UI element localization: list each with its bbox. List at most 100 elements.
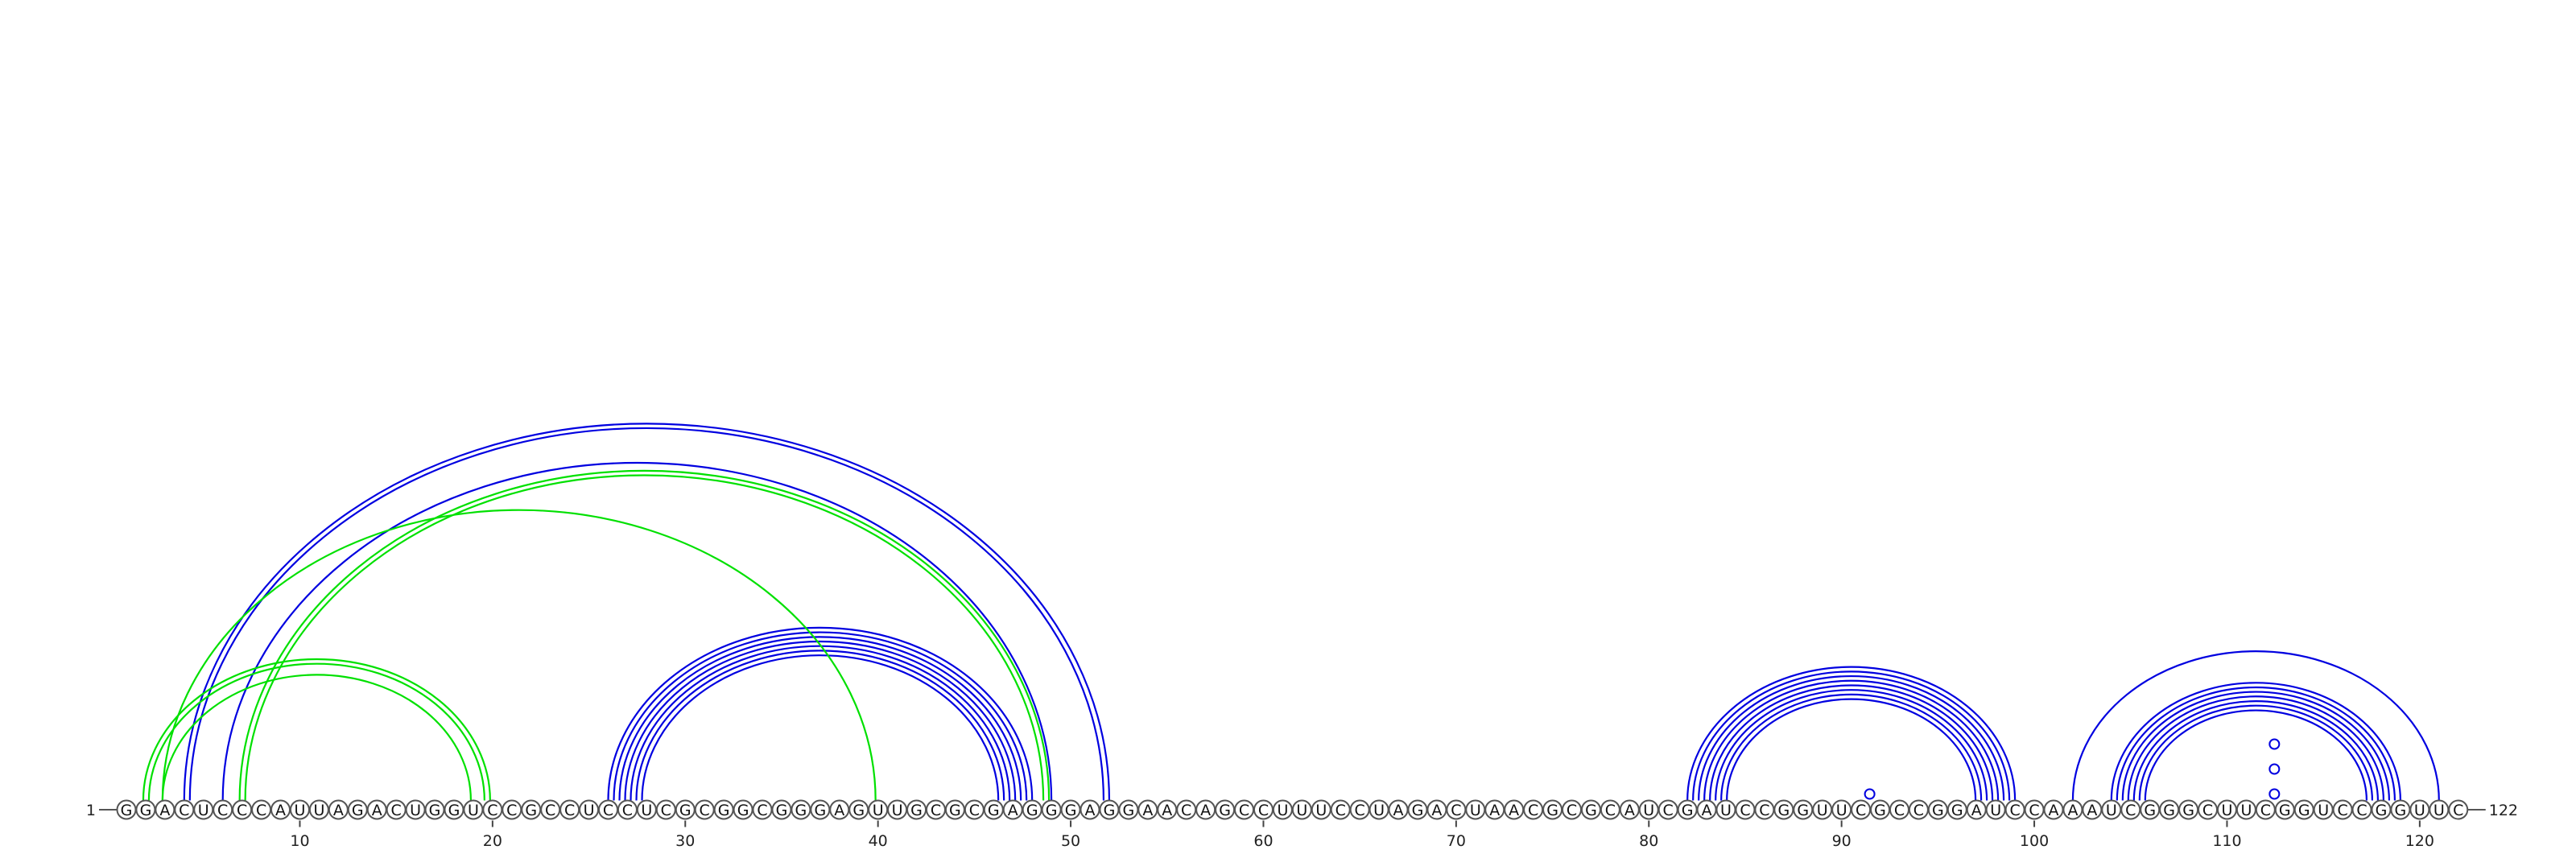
nucleotide-letter: C [545, 802, 555, 819]
nucleotide: U [2101, 799, 2122, 820]
loop-marker [2268, 788, 2281, 800]
nucleotide-letter: C [1605, 802, 1616, 819]
nucleotide-letter: U [294, 802, 305, 819]
nucleotide-letter: C [1181, 802, 1191, 819]
nucleotide-letter: C [931, 802, 941, 819]
nucleotide-letter: A [1624, 802, 1635, 819]
nucleotide-letter: A [372, 802, 382, 819]
base-pair-arc [1698, 674, 2005, 801]
nucleotide-letter: G [352, 802, 364, 819]
base-pair-arc [1692, 670, 2011, 801]
nucleotide: U [2429, 799, 2450, 820]
base-pair-arc [624, 640, 1017, 801]
nucleotide-letter: G [795, 802, 807, 819]
axis-tick-label: 50 [1061, 832, 1080, 850]
nucleotide-letter: C [1258, 802, 1269, 819]
nucleotide: G [1677, 799, 1698, 820]
nucleotide-letter: C [1740, 802, 1750, 819]
nucleotide-letter: A [1431, 802, 1442, 819]
base-pair-arc [238, 469, 1051, 801]
nucleotide: A [1002, 799, 1023, 820]
axis-tick-label: 120 [2405, 832, 2434, 850]
nucleotide: C [502, 799, 522, 820]
nucleotide-letter: A [1162, 802, 1172, 819]
loop-marker [2268, 738, 2281, 750]
nucleotide: G [2178, 799, 2199, 820]
nucleotide: C [1330, 799, 1351, 820]
nucleotide: U [1368, 799, 1389, 820]
nucleotide-letter: C [179, 802, 189, 819]
nucleotide-letter: U [892, 802, 903, 819]
nucleotide: U [579, 799, 600, 820]
nucleotide-letter: U [584, 802, 595, 819]
nucleotide: C [2255, 799, 2276, 820]
base-pair-arc [2121, 691, 2391, 801]
loop-markers [1864, 738, 2281, 800]
nucleotide: U [2235, 799, 2256, 820]
nucleotide: G [1099, 799, 1120, 820]
nucleotide: U [193, 799, 214, 820]
nucleotide: A [366, 799, 387, 820]
nucleotide-letter: C [1913, 802, 1924, 819]
nucleotide: C [752, 799, 773, 820]
nucleotide: C [213, 799, 233, 820]
nucleotide: G [944, 799, 965, 820]
nucleotide: G [1870, 799, 1891, 820]
axis-tick-label: 90 [1832, 832, 1852, 850]
nucleotide-letter: A [1008, 802, 1018, 819]
base-pair-arc [2138, 704, 2374, 801]
nucleotide-letter: G [776, 802, 788, 819]
nucleotide: C [232, 799, 253, 820]
nucleotide-letter: G [988, 802, 1000, 819]
nucleotide-letter: G [1104, 802, 1116, 819]
base-pair-arc [613, 631, 1028, 801]
nucleotide-letter: U [198, 802, 209, 819]
nucleotide-letter: C [757, 802, 767, 819]
base-pair-arc [142, 658, 491, 801]
nucleotide-letter: A [2067, 802, 2078, 819]
nucleotide-letter: G [1046, 802, 1058, 819]
nucleotide: A [1484, 799, 1505, 820]
nucleotide-letter: G [2279, 802, 2291, 819]
nucleotide-letter: U [873, 802, 884, 819]
nucleotide-letter: G [737, 802, 749, 819]
nucleotide-letter: C [2453, 802, 2463, 819]
nucleotide-letter: U [2414, 802, 2425, 819]
nucleotide-letter: U [2106, 802, 2117, 819]
nucleotide: C [598, 799, 618, 820]
nucleotide: G [1946, 799, 1967, 820]
nucleotide-letter: A [1085, 802, 1096, 819]
base-pair-arc [2110, 682, 2402, 801]
nucleotide: G [424, 799, 445, 820]
nucleotide-letter: U [1817, 802, 1828, 819]
nucleotide: C [482, 799, 503, 820]
nucleotide: G [1773, 799, 1794, 820]
nucleotide-letter: G [448, 802, 460, 819]
base-pair-arc [618, 636, 1022, 801]
nucleotide-letter: U [1373, 802, 1385, 819]
nucleotide: U [636, 799, 657, 820]
nucleotide-letter: G [2395, 802, 2407, 819]
nucleotide: G [713, 799, 734, 820]
nucleotide: G [135, 799, 156, 820]
nucleotide-letter: A [834, 802, 844, 819]
nucleotide-letter: C [1239, 802, 1249, 819]
nucleotide-letter: C [391, 802, 402, 819]
sequence-end-label: 122 [2489, 802, 2518, 819]
nucleotide: A [1426, 799, 1447, 820]
nucleotide-letter: G [1546, 802, 1558, 819]
nucleotide: G [2293, 799, 2314, 820]
nucleotide: A [1195, 799, 1216, 820]
nucleotide: C [1851, 799, 1872, 820]
nucleotide-letter: A [1971, 802, 1982, 819]
nucleotide: C [925, 799, 946, 820]
nucleotide: G [1793, 799, 1814, 820]
nucleotide-letter: A [159, 802, 170, 819]
nucleotide: G [1407, 799, 1428, 820]
axis-tick-label: 70 [1447, 832, 1466, 850]
nucleotide: U [1272, 799, 1293, 820]
nucleotide-letter: G [1123, 802, 1135, 819]
nucleotide: G [1060, 799, 1081, 820]
nucleotide: G [2159, 799, 2180, 820]
nucleotide: C [2004, 799, 2025, 820]
